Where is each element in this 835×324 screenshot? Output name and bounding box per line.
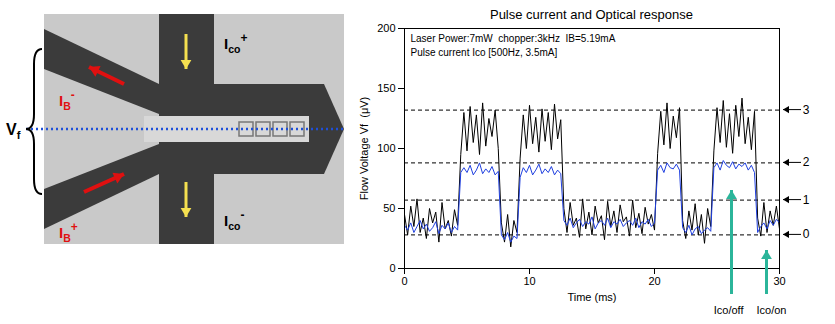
svg-text:0: 0 — [389, 262, 395, 274]
svg-text:Time (ms): Time (ms) — [567, 291, 616, 303]
svg-text:IB-: IB- — [59, 88, 75, 112]
svg-text:0: 0 — [401, 275, 407, 287]
svg-text:Ico-: Ico- — [224, 208, 244, 232]
svg-text:Pulse current and Optical resp: Pulse current and Optical response — [490, 7, 693, 22]
svg-text:50: 50 — [383, 202, 395, 214]
svg-text:3: 3 — [803, 103, 810, 117]
svg-text:10: 10 — [523, 275, 535, 287]
svg-text:IB+: IB+ — [59, 220, 78, 244]
svg-text:100: 100 — [377, 142, 395, 154]
svg-text:1: 1 — [803, 193, 810, 207]
svg-text:20: 20 — [648, 275, 660, 287]
svg-text:2: 2 — [803, 155, 810, 169]
svg-text:Ico/on: Ico/on — [757, 304, 787, 316]
svg-text:Pulse current Ico [500Hz, 3.5m: Pulse current Ico [500Hz, 3.5mA] — [411, 47, 558, 58]
svg-text:150: 150 — [377, 82, 395, 94]
svg-text:Ico/off: Ico/off — [714, 304, 745, 316]
svg-text:0: 0 — [803, 227, 810, 241]
svg-text:Vf: Vf — [6, 121, 21, 141]
svg-text:Ico+: Ico+ — [224, 31, 247, 55]
svg-text:30: 30 — [773, 275, 785, 287]
svg-text:Laser Power:7mW chopper:3kHz: Laser Power:7mW chopper:3kHz IB=5.19mA — [411, 33, 616, 44]
svg-text:200: 200 — [377, 22, 395, 34]
svg-text:Flow Voltage Vf (μV): Flow Voltage Vf (μV) — [358, 97, 370, 201]
